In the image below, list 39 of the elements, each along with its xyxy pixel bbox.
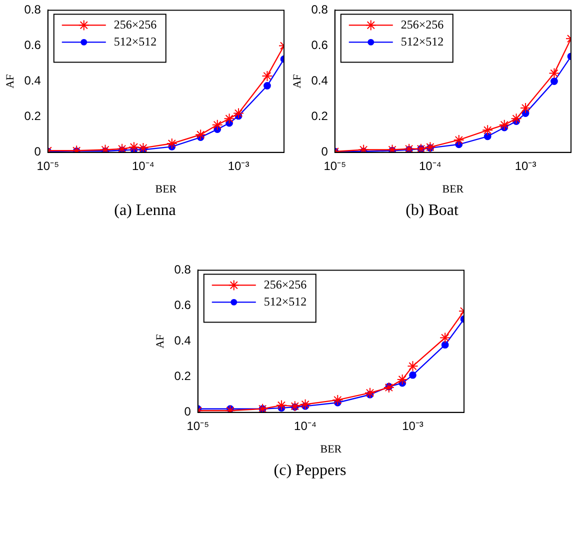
text: (c) Peppers (272, 462, 348, 480)
y-tick-label: 0 (34, 144, 42, 159)
y-tick-label: 0.4 (174, 334, 192, 348)
x-tick-label: 10⁻⁴ (294, 418, 317, 433)
legend-label: 512×512 (400, 34, 444, 48)
y-tick-label: 0.8 (174, 262, 192, 277)
legend-label: 256×256 (114, 17, 157, 32)
x-tick-label: 10⁻⁵ (36, 158, 60, 173)
x-tick-label: 10⁻³ (514, 158, 536, 173)
x-tick-label: 10⁻⁵ (186, 418, 210, 433)
x-tick-label: 10⁻³ (228, 158, 250, 173)
y-tick-label: 0 (321, 144, 328, 159)
text: (a) Lenna (113, 202, 177, 220)
legend-label: 512×512 (264, 294, 307, 308)
x-tick-label: 10⁻⁴ (418, 158, 442, 173)
y-axis-title: AF (154, 334, 166, 348)
y-tick-label: 0.2 (174, 369, 192, 384)
y-tick-label: 0.6 (174, 298, 192, 312)
y-tick-label: 0.4 (24, 74, 42, 88)
y-tick-label: 0.8 (24, 2, 42, 17)
text: (b) Boat (404, 202, 460, 220)
y-axis-title: AF (4, 74, 16, 88)
x-tick-label: 10⁻⁴ (132, 158, 154, 173)
y-tick-label: 0 (184, 404, 192, 419)
legend-label: 256×256 (264, 277, 307, 292)
y-tick-label: 0.6 (311, 38, 328, 52)
x-axis-title: BER (155, 183, 178, 196)
x-axis-title: BER (442, 183, 464, 196)
legend-label: 256×256 (400, 17, 444, 32)
x-tick-label: 10⁻⁵ (324, 158, 346, 173)
y-axis-title: AF (291, 74, 304, 88)
y-tick-label: 0.4 (311, 74, 328, 88)
x-tick-label: 10⁻³ (402, 418, 424, 433)
legend-label: 512×512 (114, 34, 157, 48)
x-axis-title: BER (320, 443, 342, 456)
y-tick-label: 0.2 (311, 109, 328, 124)
y-tick-label: 0.2 (24, 109, 42, 124)
y-tick-label: 0.8 (311, 2, 328, 17)
y-tick-label: 0.6 (24, 38, 42, 52)
